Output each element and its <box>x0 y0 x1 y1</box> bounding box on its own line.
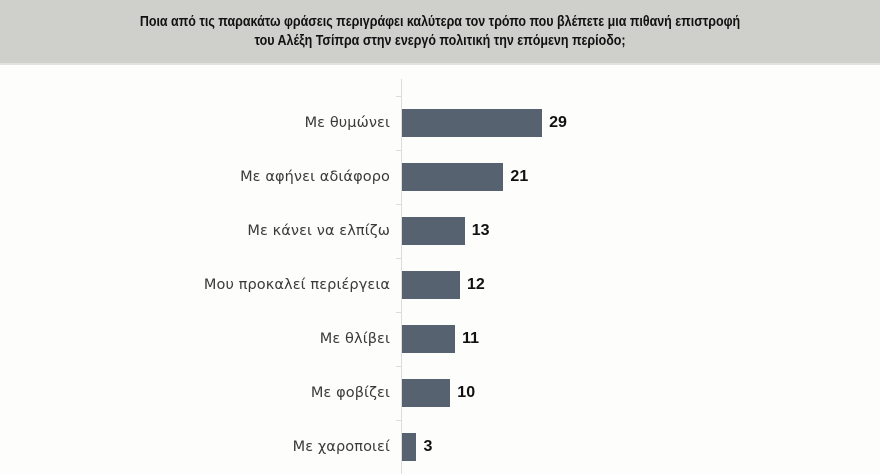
category-label: Με αφήνει αδιάφορο <box>240 169 390 185</box>
value-label: 29 <box>549 114 567 131</box>
value-label: 12 <box>466 276 485 293</box>
axis-tick <box>396 258 401 259</box>
bar-chart: Με θυμώνει 29 Με αφήνει αδιάφορο 21 Με κ… <box>0 65 880 474</box>
axis-tick <box>396 204 401 205</box>
category-label: Με κάνει να ελπίζω <box>247 223 390 239</box>
axis-tick <box>396 366 401 367</box>
category-label: Μου προκαλεί περιέργεια <box>203 277 390 293</box>
category-label: Με φοβίζει <box>310 385 390 401</box>
bar-row: Με αφήνει αδιάφορο 21 <box>0 163 880 191</box>
value-label: 21 <box>510 168 529 185</box>
bar-row: Με φοβίζει 10 <box>0 379 880 407</box>
bar-row: Με κάνει να ελπίζω 13 <box>0 217 880 245</box>
bar <box>402 163 504 191</box>
category-axis-line <box>401 79 402 474</box>
chart-header: Ποια από τις παρακάτω φράσεις περιγράφει… <box>0 0 880 65</box>
value-label: 13 <box>471 222 490 239</box>
category-label: Με θλίβει <box>319 331 390 347</box>
chart-title: Ποια από τις παρακάτω φράσεις περιγράφει… <box>139 13 741 49</box>
bar <box>402 109 543 137</box>
category-label: Με θυμώνει <box>304 115 390 131</box>
bar-row: Με χαροποιεί 3 <box>0 433 880 461</box>
value-label: 3 <box>423 438 433 455</box>
bar-row: Με θυμώνει 29 <box>0 109 880 137</box>
bar <box>402 217 465 245</box>
axis-tick <box>396 312 401 313</box>
bar <box>402 271 460 299</box>
category-label: Με χαροποιεί <box>292 439 390 455</box>
value-label: 11 <box>462 330 480 347</box>
bar-row: Με θλίβει 11 <box>0 325 880 353</box>
axis-tick <box>396 420 401 421</box>
bar <box>402 379 451 407</box>
value-label: 10 <box>457 384 476 401</box>
axis-tick <box>396 150 401 151</box>
axis-tick <box>396 96 401 97</box>
bar <box>402 433 417 461</box>
bar <box>402 325 456 353</box>
bar-row: Μου προκαλεί περιέργεια 12 <box>0 271 880 299</box>
